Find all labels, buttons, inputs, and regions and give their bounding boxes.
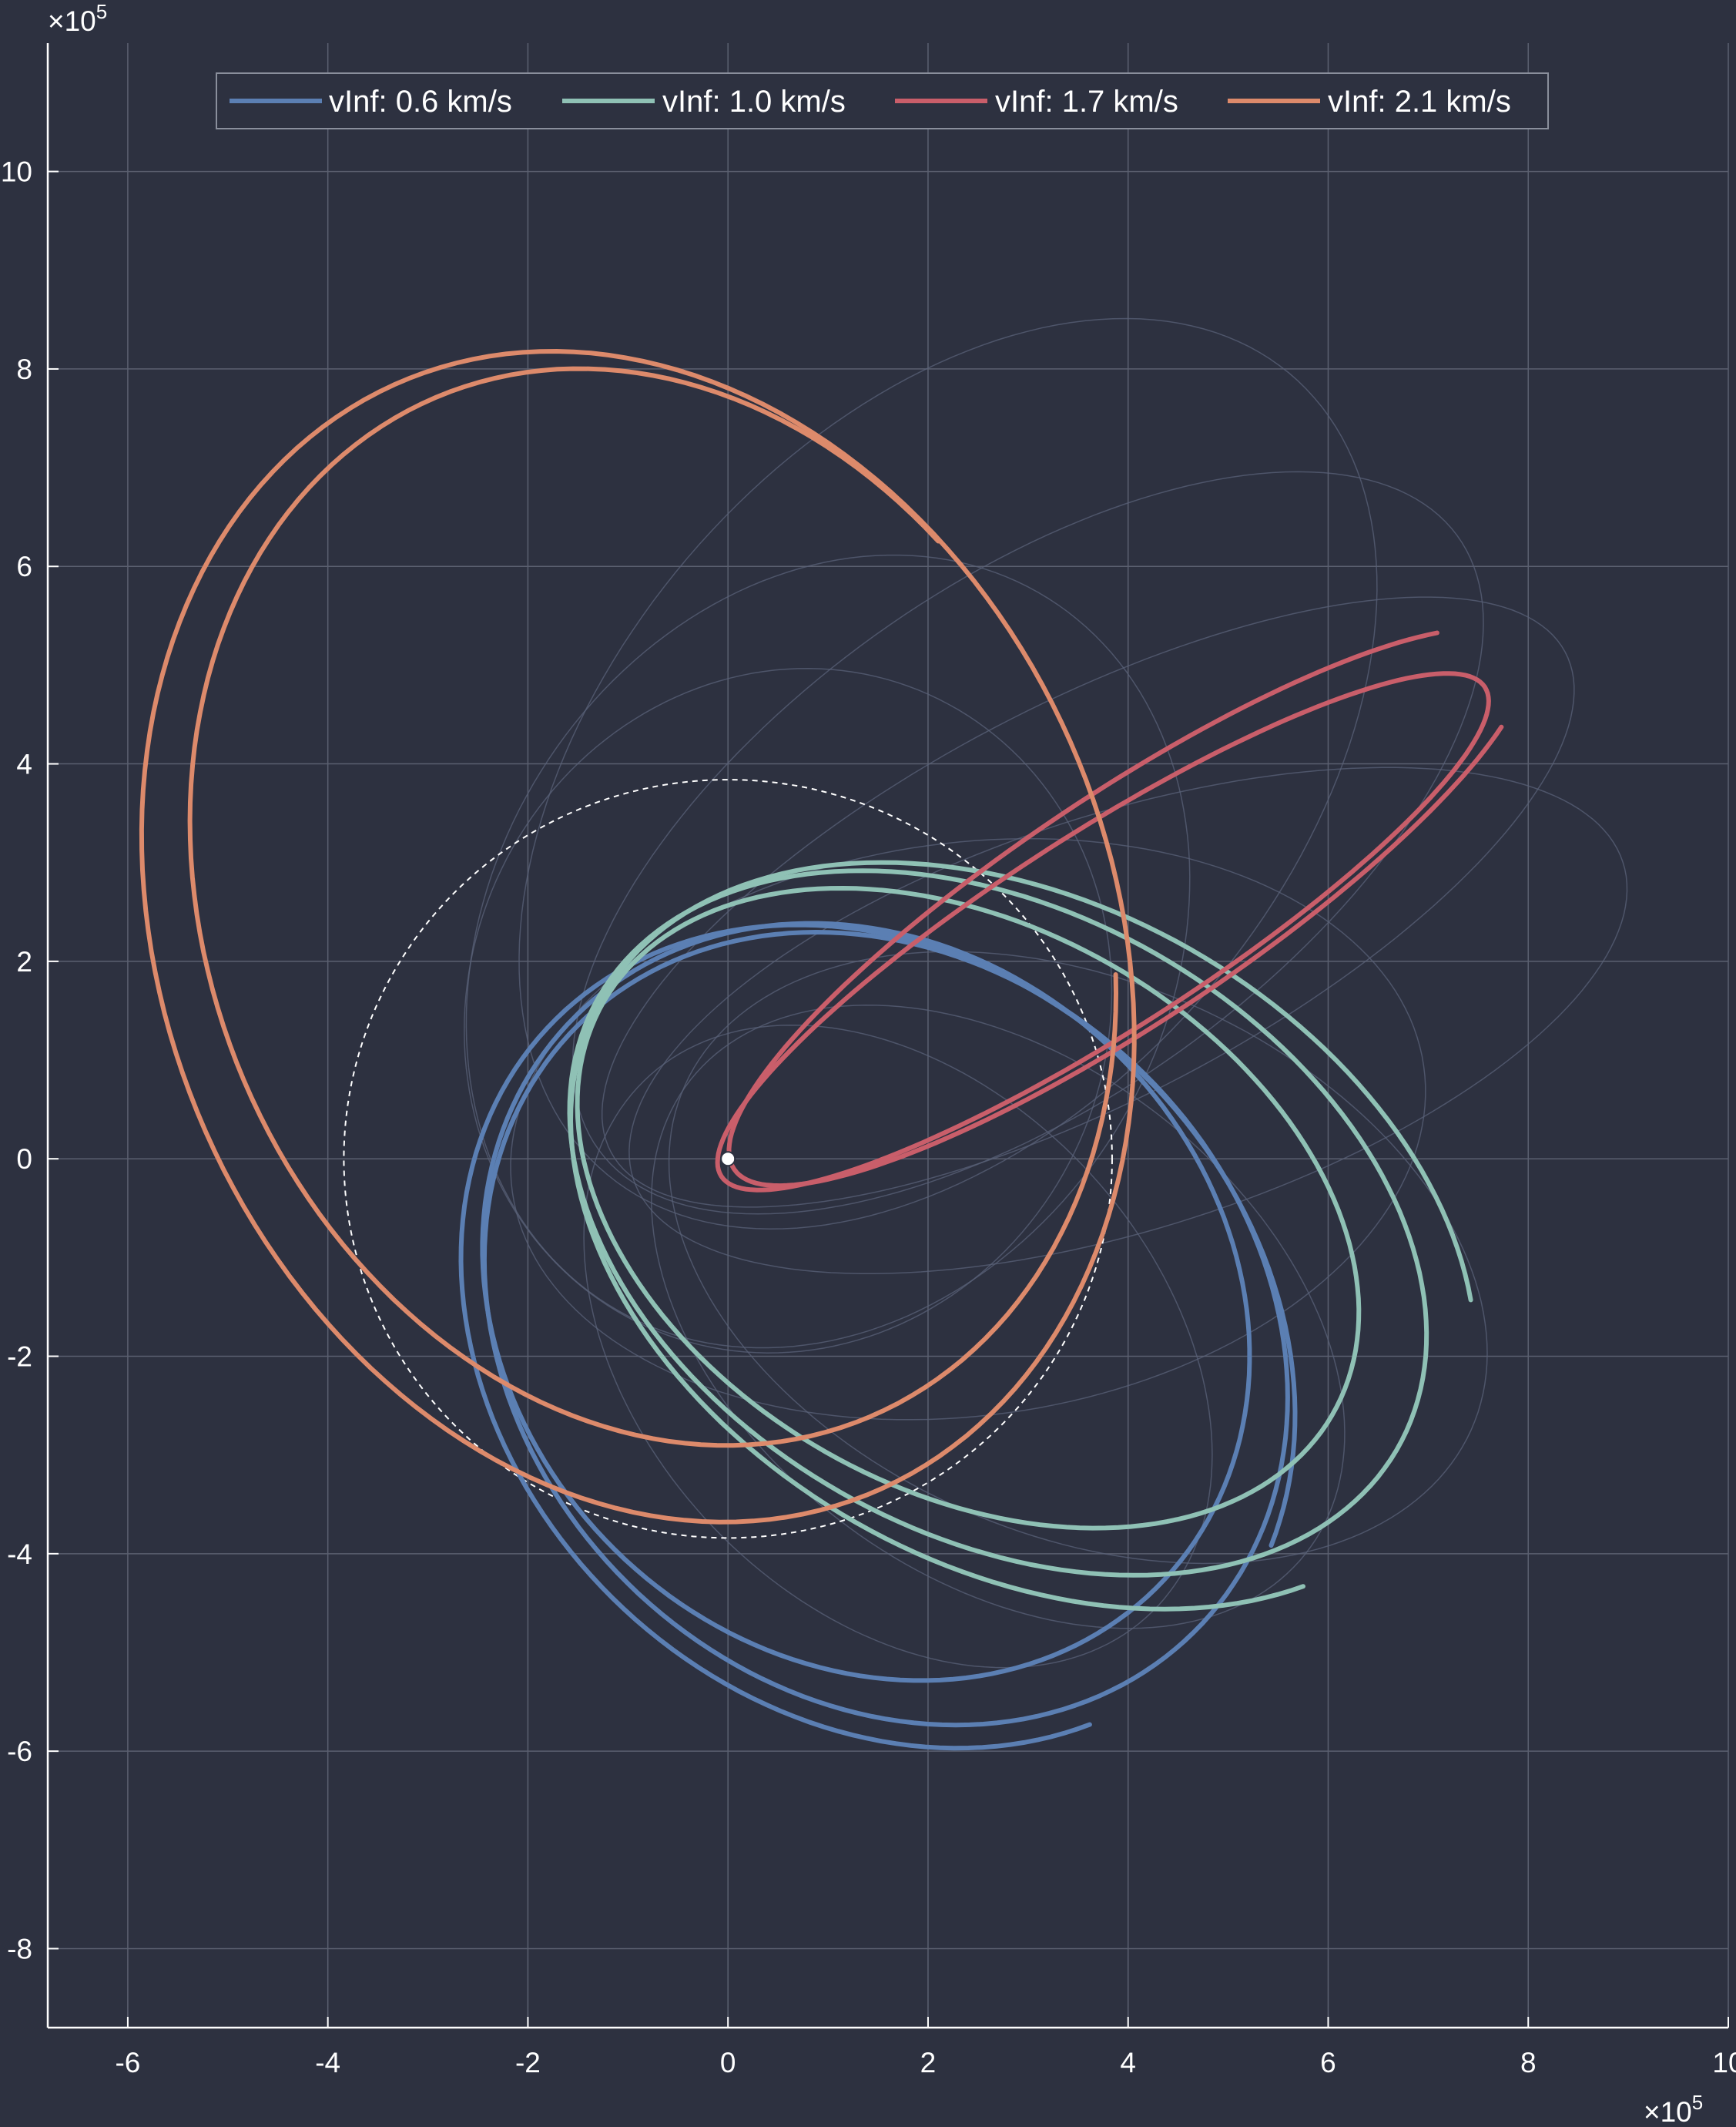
background-orbit-4: [668, 951, 1488, 1565]
tick-labels: -6 -4 -2 0 2 4 6 8 10 -8 -6 -4 -2 0 2 4 6 8 10: [1, 156, 1736, 2078]
x-tick-label-8: 10: [1712, 2047, 1736, 2078]
series-0: [458, 921, 1298, 1751]
legend: vInf: 0.6 km/s vInf: 1.0 km/s vInf: 1.7 …: [216, 72, 1549, 129]
background-orbit-5: [651, 1004, 1346, 1629]
y-tick-label-7: 6: [16, 551, 32, 582]
background-orbit-7: [465, 554, 1191, 1349]
background-orbit-3: [628, 767, 1628, 1275]
series-1: [567, 860, 1473, 1612]
background-orbit-8: [464, 667, 1113, 1354]
legend-entry-0: vInf: 0.6 km/s: [230, 85, 512, 119]
y-tick-label-1: -6: [7, 1736, 32, 1767]
x-tick-label-0: -6: [115, 2047, 140, 2078]
legend-label-1: vInf: 1.0 km/s: [662, 85, 846, 119]
y-tick-label-9: 10: [1, 156, 32, 188]
series-1-orbit-1: [567, 868, 1429, 1578]
background-orbit-9: [510, 837, 1426, 1421]
series-2-orbit-1: [726, 630, 1504, 1189]
series-2: [715, 630, 1504, 1193]
y-tick-label-5: 2: [16, 946, 32, 978]
y-exponent-label: ×105: [48, 0, 107, 37]
y-tick-label-3: -2: [7, 1341, 32, 1373]
central-body: [720, 1151, 736, 1167]
series-3: [139, 348, 1137, 1525]
series-0-orbit-2: [458, 922, 1298, 1751]
y-tick-label-0: -8: [7, 1933, 32, 1964]
series-1-orbit-0: [575, 885, 1362, 1531]
y-tick-label-2: -4: [7, 1538, 32, 1570]
legend-box: [216, 72, 1549, 129]
x-tick-label-1: -4: [315, 2047, 340, 2078]
background-orbit-6: [583, 1024, 1213, 1669]
series-3-orbit-1: [187, 366, 1119, 1448]
orbit-series: [139, 348, 1504, 1751]
y-tick-label-4: 0: [16, 1143, 32, 1175]
x-tick-label-3: 0: [720, 2047, 736, 2078]
background-orbit-2: [601, 596, 1575, 1208]
legend-entry-2: vInf: 1.7 km/s: [895, 85, 1178, 119]
reference-circle: [343, 779, 1113, 1539]
x-exponent-label: ×105: [1644, 2091, 1703, 2127]
reference-circle-layer: [343, 779, 1113, 1539]
x-tick-label-2: -2: [515, 2047, 541, 2078]
x-tick-label-6: 6: [1320, 2047, 1336, 2078]
series-2-orbit-0: [715, 671, 1491, 1193]
legend-label-0: vInf: 0.6 km/s: [329, 85, 512, 119]
background-orbit-0: [518, 317, 1378, 1230]
series-0-orbit-0: [480, 921, 1252, 1683]
central-body-layer: [720, 1151, 736, 1167]
series-3-orbit-0: [139, 348, 1137, 1525]
y-tick-label-8: 8: [16, 354, 32, 385]
legend-label-3: vInf: 2.1 km/s: [1328, 85, 1511, 119]
x-tick-label-5: 4: [1120, 2047, 1136, 2078]
legend-entry-1: vInf: 1.0 km/s: [562, 85, 846, 119]
x-tick-label-4: 2: [920, 2047, 937, 2078]
x-tick-label-7: 8: [1520, 2047, 1537, 2078]
legend-label-2: vInf: 1.7 km/s: [995, 85, 1178, 119]
y-tick-label-6: 4: [16, 749, 32, 780]
background-orbits: [464, 317, 1628, 1669]
legend-entry-3: vInf: 2.1 km/s: [1228, 85, 1511, 119]
series-1-orbit-2: [568, 860, 1473, 1612]
